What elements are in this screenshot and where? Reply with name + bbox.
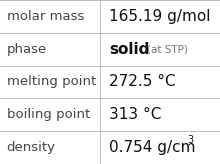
Text: molar mass: molar mass	[7, 10, 84, 23]
Text: solid: solid	[109, 42, 149, 57]
Text: 0.754 g/cm: 0.754 g/cm	[109, 140, 195, 155]
Text: 313 °C: 313 °C	[109, 107, 161, 122]
Text: phase: phase	[7, 43, 47, 56]
Text: 165.19 g/mol: 165.19 g/mol	[109, 9, 210, 24]
Text: (at STP): (at STP)	[147, 44, 188, 54]
Text: 3: 3	[187, 135, 193, 145]
Text: density: density	[7, 141, 56, 154]
Text: 272.5 °C: 272.5 °C	[109, 74, 176, 90]
Text: melting point: melting point	[7, 75, 96, 89]
Text: boiling point: boiling point	[7, 108, 90, 121]
